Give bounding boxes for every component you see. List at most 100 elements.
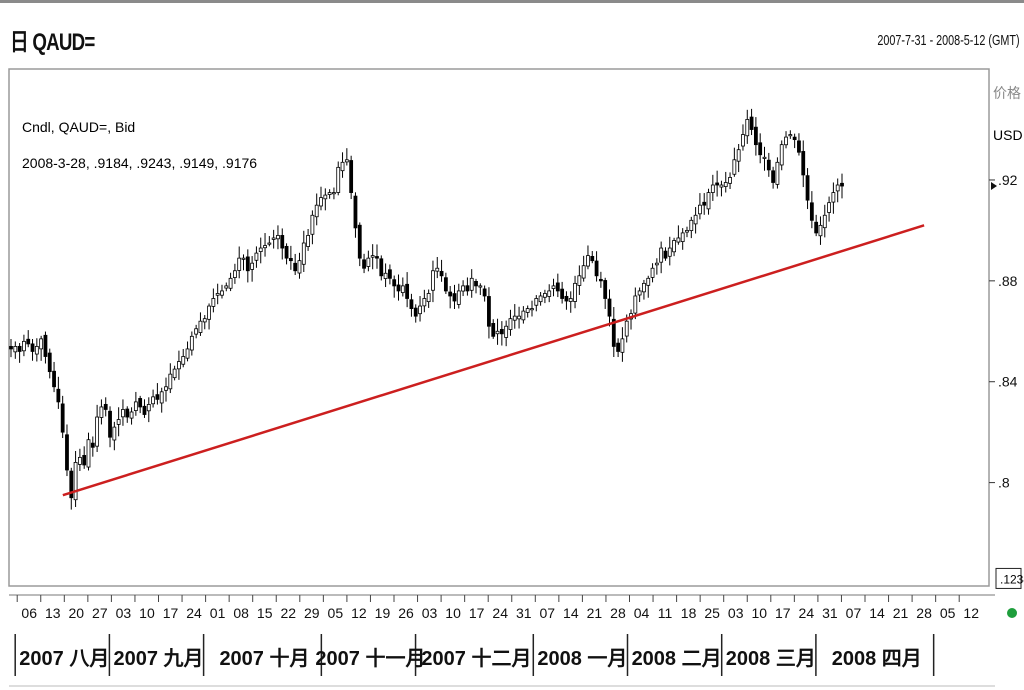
candle-body [831, 192, 836, 203]
candle-body [762, 156, 767, 159]
candle-body [284, 245, 289, 259]
candle-body [456, 290, 461, 305]
candle-body [164, 386, 168, 391]
candle-body [543, 293, 547, 298]
price-reference-label: .1234 [1000, 572, 1024, 586]
candle-body [336, 166, 341, 193]
candle-body [680, 232, 685, 242]
x-tick-label: 31 [516, 605, 532, 621]
candle-body [138, 398, 143, 408]
candle-body [818, 224, 823, 237]
candle-body [495, 330, 500, 335]
candle-body [741, 134, 745, 147]
plot-area-frame [8, 68, 990, 587]
candle-body [534, 298, 539, 306]
candle-body [172, 368, 177, 379]
candle-body [835, 184, 840, 192]
candle-body [250, 262, 255, 270]
candle-body [624, 320, 629, 337]
candle-body [99, 406, 104, 418]
candle-body [461, 285, 465, 292]
chart-header: 日 QAUD= 2007-7-31 - 2008-5-12 (GMT) [0, 22, 1024, 56]
x-tick-label: 14 [563, 605, 579, 621]
x-tick-label: 17 [775, 605, 791, 621]
candle-body [301, 242, 306, 265]
x-tick-label: 17 [469, 605, 485, 621]
candle-body [228, 277, 233, 289]
candle-body [73, 462, 78, 501]
candle-body [310, 214, 315, 235]
candle-body [439, 270, 444, 277]
candle-body [715, 182, 720, 186]
x-tick-label: 06 [21, 605, 37, 621]
candle-body [263, 245, 267, 249]
month-label: 2007 十二月 [421, 647, 531, 670]
x-tick-label: 07 [540, 605, 556, 621]
candle-body [189, 335, 194, 351]
candle-body [314, 204, 319, 218]
candle-body [146, 404, 151, 412]
month-label: 2008 二月 [632, 648, 722, 670]
x-tick-label: 17 [163, 605, 179, 621]
candle-body [784, 136, 788, 146]
candle-body [82, 455, 87, 466]
candle-body [39, 338, 44, 350]
x-tick-label: 10 [139, 605, 155, 621]
candle-body [590, 255, 595, 262]
candle-body [491, 323, 496, 337]
candle-body [409, 299, 414, 309]
candle-body [220, 290, 224, 296]
x-tick-label: 15 [257, 605, 273, 621]
candle-body [822, 214, 827, 229]
candle-body [392, 279, 397, 287]
candle-body [267, 242, 272, 245]
candle-body [448, 291, 453, 297]
x-tick-label: 11 [658, 605, 673, 621]
x-tick-label: 21 [893, 605, 909, 621]
x-tick-label: 29 [304, 605, 320, 621]
x-tick-label: 05 [940, 605, 956, 621]
x-tick-label: 20 [69, 605, 85, 621]
candle-body [538, 295, 543, 303]
candle-body [237, 257, 242, 271]
candle-body [366, 257, 371, 267]
candle-body [573, 282, 577, 302]
candle-body [357, 224, 362, 259]
candle-body [17, 345, 22, 352]
last-price-marker [991, 182, 997, 191]
candle-body [13, 346, 18, 353]
candle-body [693, 214, 698, 225]
x-tick-label: 10 [445, 605, 461, 621]
candle-body [521, 310, 526, 321]
candle-body [706, 192, 711, 210]
candle-body [525, 308, 530, 313]
month-label: 2008 一月 [537, 648, 627, 670]
candle-body [504, 325, 509, 338]
candle-body [607, 298, 612, 317]
candle-body [340, 161, 345, 172]
candle-body [121, 409, 125, 418]
candle-body [95, 416, 100, 447]
month-label: 2008 三月 [726, 648, 816, 670]
candle-body [129, 411, 134, 419]
candle-body [672, 240, 676, 253]
candle-body [215, 293, 220, 296]
candle-body [383, 272, 388, 279]
candle-body [60, 403, 65, 433]
x-tick-label: 03 [116, 605, 132, 621]
candle-body [642, 282, 646, 293]
candle-body [667, 247, 672, 257]
candle-body [155, 394, 160, 400]
x-tick-label: 10 [751, 605, 767, 621]
x-tick-label: 12 [963, 605, 979, 621]
candle-body [258, 247, 263, 252]
x-tick-label: 03 [422, 605, 438, 621]
candle-body [702, 201, 707, 206]
candle-body [499, 328, 504, 335]
x-tick-label: 01 [210, 605, 226, 621]
y-tick-label: .84 [998, 374, 1018, 390]
candle-body [827, 202, 831, 213]
price-reference-box [995, 567, 1022, 589]
